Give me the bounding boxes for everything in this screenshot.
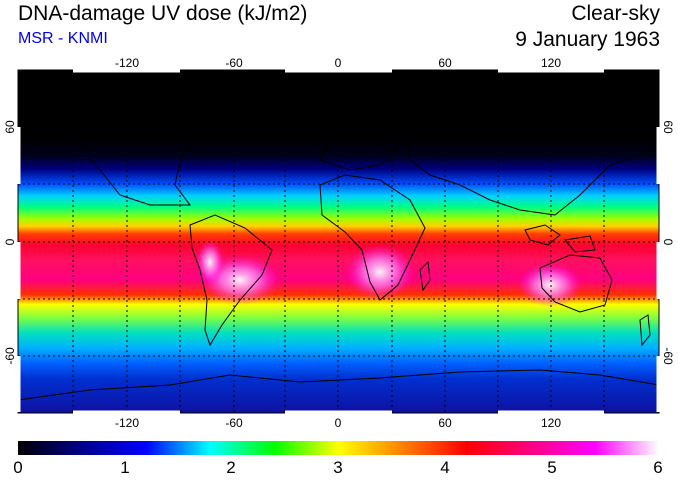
- frame-ticks: [17, 69, 660, 414]
- lon-label-top: 120: [541, 56, 561, 70]
- colorbar-label: 5: [547, 458, 557, 477]
- colorbar-label: 1: [120, 458, 130, 477]
- colorbar-label: 3: [333, 458, 343, 477]
- lon-label-bottom: 0: [335, 416, 342, 430]
- lon-labels-bottom: -120 -60 0 60 120: [115, 416, 561, 430]
- lat-label-left: -60: [3, 347, 17, 365]
- graticule: [18, 70, 659, 413]
- map-title: DNA-damage UV dose (kJ/m2): [18, 2, 308, 25]
- lon-label-top: -120: [115, 56, 139, 70]
- lon-label-bottom: -60: [225, 416, 243, 430]
- lon-label-bottom: 120: [541, 416, 561, 430]
- lat-label-right: -60: [661, 347, 675, 365]
- lat-label-right: 60: [661, 120, 675, 134]
- lat-labels-left: 60 0 -60: [3, 120, 17, 365]
- lon-label-bottom: -120: [115, 416, 139, 430]
- lat-label-left: 0: [3, 238, 17, 245]
- source-label: MSR - KNMI: [18, 30, 108, 47]
- colorbar-label: 2: [226, 458, 236, 477]
- colorbar-label: 6: [653, 458, 663, 477]
- lon-labels-top: -120 -60 0 60 120: [115, 56, 561, 70]
- date-label: 9 January 1963: [515, 28, 660, 51]
- lat-label-right: 0: [661, 239, 675, 246]
- sky-condition-label: Clear-sky: [571, 2, 660, 25]
- lat-labels-right: 60 0 -60: [661, 120, 675, 365]
- colorbar-label: 0: [13, 458, 23, 477]
- colorbar-label: 4: [440, 458, 450, 477]
- lat-label-left: 60: [3, 120, 17, 134]
- lon-label-top: 0: [335, 56, 342, 70]
- colorbar: [18, 441, 659, 455]
- lon-label-bottom: 60: [438, 416, 452, 430]
- coastlines: [18, 77, 659, 401]
- lon-label-top: 60: [438, 56, 452, 70]
- lon-label-top: -60: [225, 56, 243, 70]
